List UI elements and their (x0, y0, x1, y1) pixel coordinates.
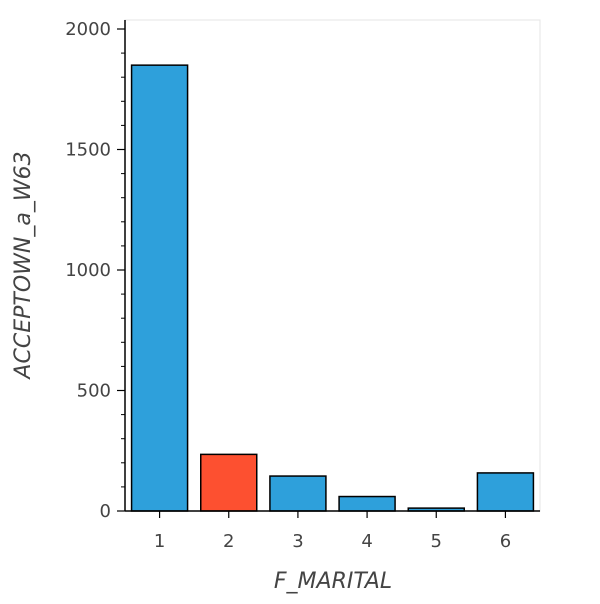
x-axis-title: F_MARITAL (274, 569, 392, 594)
x-tick-label: 2 (223, 531, 234, 552)
x-tick-label: 3 (292, 531, 303, 552)
x-tick-label: 5 (431, 531, 442, 552)
tick-labels: 0 500 1000 1500 2000 1 2 3 4 5 6 (65, 19, 511, 552)
axes (117, 20, 540, 518)
x-tick-label: 1 (154, 531, 165, 552)
y-tick-label: 1000 (65, 260, 111, 281)
bar-3 (269, 475, 327, 512)
bar-6 (476, 472, 535, 512)
bars (130, 64, 535, 512)
bar-1 (130, 64, 189, 512)
y-tick-label: 2000 (65, 19, 111, 40)
x-tick-label: 6 (500, 531, 511, 552)
y-tick-label: 500 (77, 381, 111, 402)
y-tick-label: 0 (100, 501, 111, 522)
y-tick-label: 1500 (65, 140, 111, 161)
x-tick-label: 4 (361, 531, 372, 552)
bar-2 (200, 453, 258, 512)
y-axis-title: ACCEPTOWN_a_W63 (11, 151, 36, 380)
bar-4 (338, 495, 396, 512)
